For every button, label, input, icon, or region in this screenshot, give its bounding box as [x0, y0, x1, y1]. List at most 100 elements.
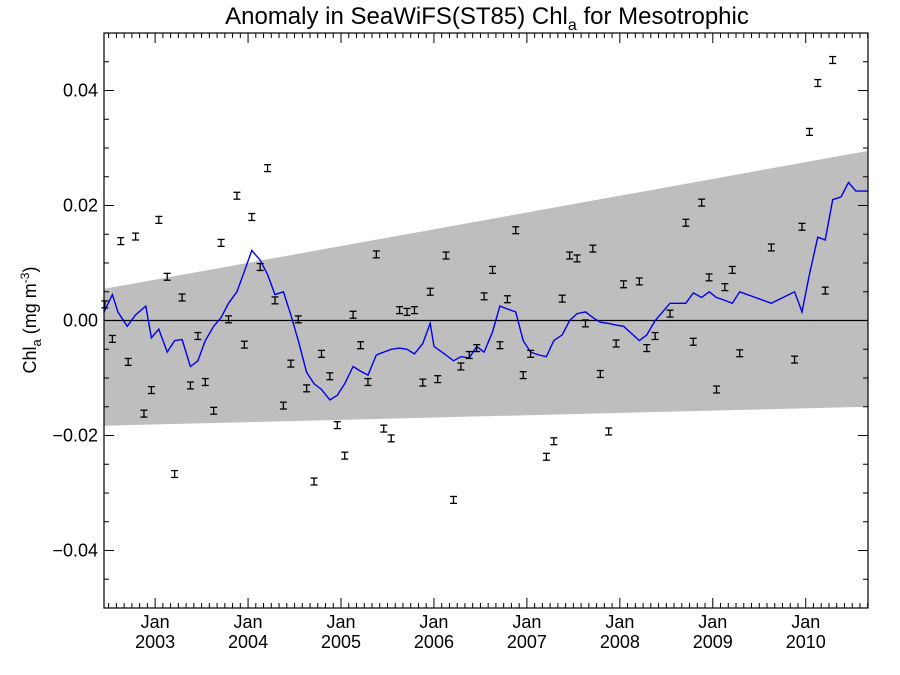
data-point: [333, 421, 341, 430]
data-point: [713, 385, 721, 394]
data-points: [101, 55, 837, 505]
x-tick-month-label: Jan: [605, 612, 634, 632]
data-point: [396, 306, 404, 315]
data-point: [550, 437, 558, 446]
data-point: [201, 377, 209, 387]
data-point: [155, 215, 163, 224]
y-axis-label-main: Chl: [20, 346, 40, 373]
data-point: [705, 273, 713, 282]
data-point: [605, 427, 613, 436]
data-point: [317, 349, 325, 358]
x-tick-year-label: 2005: [321, 632, 361, 652]
data-point: [635, 277, 643, 286]
data-point: [829, 55, 837, 65]
data-point: [798, 222, 806, 231]
data-point: [132, 232, 140, 241]
data-point: [442, 251, 450, 260]
x-tick-month-label: Jan: [419, 612, 448, 632]
data-point: [101, 300, 109, 309]
data-point: [489, 265, 497, 275]
data-point: [821, 286, 829, 295]
y-axis-label: Chla (mg m-3): [18, 267, 44, 374]
x-tick-year-label: 2003: [135, 632, 175, 652]
data-point: [178, 293, 186, 302]
data-point: [279, 401, 287, 410]
y-tick-label: 0.00: [63, 311, 98, 331]
confidence-band: [104, 150, 868, 426]
data-point: [403, 307, 411, 316]
data-point: [721, 283, 729, 292]
data-point: [419, 378, 427, 387]
data-point: [357, 341, 365, 350]
data-point: [108, 334, 116, 344]
x-tick-month-label: Jan: [791, 612, 820, 632]
data-point: [527, 349, 535, 358]
x-tick-month-label: Jan: [141, 612, 170, 632]
data-point: [171, 469, 179, 479]
data-point: [620, 280, 628, 289]
data-point: [294, 315, 302, 324]
data-point: [287, 359, 295, 368]
x-tick-year-label: 2010: [786, 632, 826, 652]
data-point: [666, 309, 674, 318]
data-point: [217, 238, 225, 247]
data-point: [728, 265, 736, 275]
x-tick-year-label: 2004: [228, 632, 268, 652]
y-tick-label: −0.02: [52, 426, 98, 446]
data-point: [248, 212, 256, 222]
data-point: [426, 287, 434, 296]
data-point: [589, 244, 597, 253]
y-tick-label: −0.04: [52, 541, 98, 561]
data-point: [581, 319, 589, 328]
data-point: [124, 357, 132, 367]
series-line-0: [103, 181, 868, 401]
x-tick-month-label: Jan: [234, 612, 263, 632]
plot-area: 0.040.020.00−0.02−0.04Jan2003Jan2004Jan2…: [52, 32, 869, 652]
chart-title-rest: for Mesotrophic: [577, 3, 749, 30]
data-point: [410, 306, 418, 315]
data-point: [612, 339, 620, 348]
data-point: [512, 226, 520, 235]
y-axis-label-subscript: a: [29, 338, 44, 346]
x-tick-month-label: Jan: [698, 612, 727, 632]
data-point: [364, 377, 372, 387]
y-axis-label-superscript: -3: [18, 272, 32, 283]
data-point: [256, 262, 264, 272]
data-point: [698, 198, 706, 207]
data-point: [473, 343, 481, 353]
data-point: [465, 350, 473, 360]
data-point: [480, 292, 488, 301]
data-point: [558, 294, 566, 303]
data-point: [380, 424, 388, 433]
data-point: [147, 385, 155, 395]
data-point: [387, 434, 395, 443]
y-axis-label-rest: (mg m: [20, 283, 40, 339]
chart-title: Anomaly in SeaWiFS(ST85) Chla for Mesotr…: [225, 3, 749, 34]
data-point: [225, 315, 233, 324]
chart-title-main: Anomaly in SeaWiFS(ST85) Chl: [225, 3, 568, 30]
data-point: [349, 310, 357, 319]
data-point: [264, 164, 272, 173]
data-point: [372, 250, 380, 259]
x-tick-month-label: Jan: [512, 612, 541, 632]
data-point: [457, 362, 465, 371]
data-point: [643, 343, 651, 353]
data-point: [210, 406, 218, 415]
data-point: [596, 369, 604, 379]
data-point: [449, 495, 457, 505]
data-point: [651, 331, 659, 341]
data-point: [503, 295, 511, 304]
data-point: [496, 341, 504, 350]
data-point: [573, 254, 581, 263]
data-point: [542, 452, 550, 461]
y-tick-label: 0.04: [63, 81, 98, 101]
data-point: [326, 372, 334, 381]
data-point: [310, 477, 318, 486]
data-point: [736, 349, 744, 358]
data-point: [519, 371, 527, 380]
y-tick-label: 0.02: [63, 196, 98, 216]
data-point: [186, 381, 194, 390]
data-point: [767, 243, 775, 252]
x-tick-year-label: 2008: [600, 632, 640, 652]
